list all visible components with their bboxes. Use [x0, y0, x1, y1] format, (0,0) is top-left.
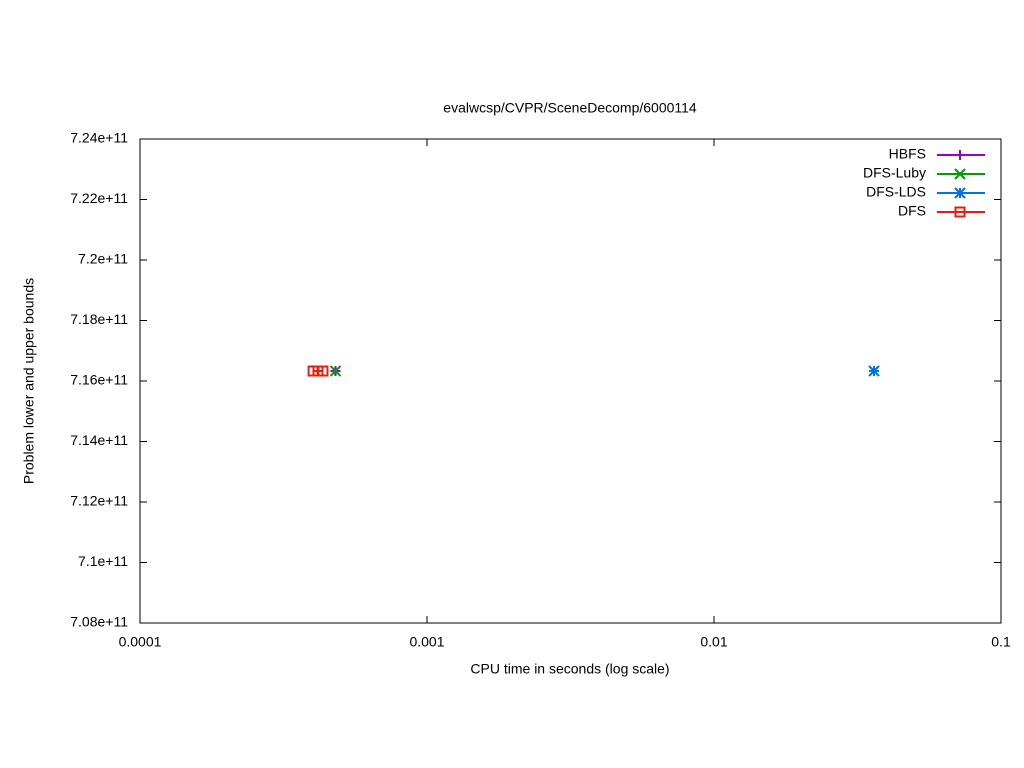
y-tick-label: 7.2e+11: [78, 251, 128, 267]
marker-stroke: [954, 168, 966, 180]
x-tick-label: 0.0001: [119, 634, 162, 650]
marker: [955, 150, 965, 160]
marker: [868, 365, 880, 377]
marker-stroke: [329, 365, 342, 377]
y-tick-label: 7.08e+11: [70, 614, 128, 630]
marker: [954, 206, 966, 218]
y-tick-label: 7.22e+11: [70, 190, 128, 206]
marker: [954, 168, 966, 180]
marker-square: [317, 365, 329, 377]
y-axis-label: Problem lower and upper bounds: [21, 278, 37, 484]
plot-frame: [139, 138, 1002, 624]
marker: [329, 365, 342, 377]
y-tick-label: 7.12e+11: [70, 493, 128, 509]
legend-label: HBFS: [889, 146, 926, 162]
chart-title: evalwcsp/CVPR/SceneDecomp/6000114: [443, 100, 697, 116]
y-tick-label: 7.1e+11: [78, 553, 128, 569]
legend-label: DFS-Luby: [863, 165, 926, 181]
y-tick-label: 7.24e+11: [70, 130, 128, 146]
legend-label: DFS-LDS: [866, 184, 926, 200]
x-tick-label: 0.1: [991, 634, 1011, 650]
y-tick-label: 7.18e+11: [70, 311, 128, 327]
marker: [954, 187, 966, 199]
y-tick-label: 7.16e+11: [70, 372, 128, 388]
x-tick-label: 0.001: [409, 634, 444, 650]
x-axis-label: CPU time in seconds (log scale): [470, 661, 669, 677]
legend-label: DFS: [898, 203, 926, 219]
y-tick-label: 7.14e+11: [70, 432, 128, 448]
marker-stroke: [868, 365, 880, 377]
x-tick-label: 0.01: [700, 634, 727, 650]
marker-square: [954, 206, 966, 218]
marker: [317, 365, 329, 377]
marker-stroke: [954, 187, 966, 199]
